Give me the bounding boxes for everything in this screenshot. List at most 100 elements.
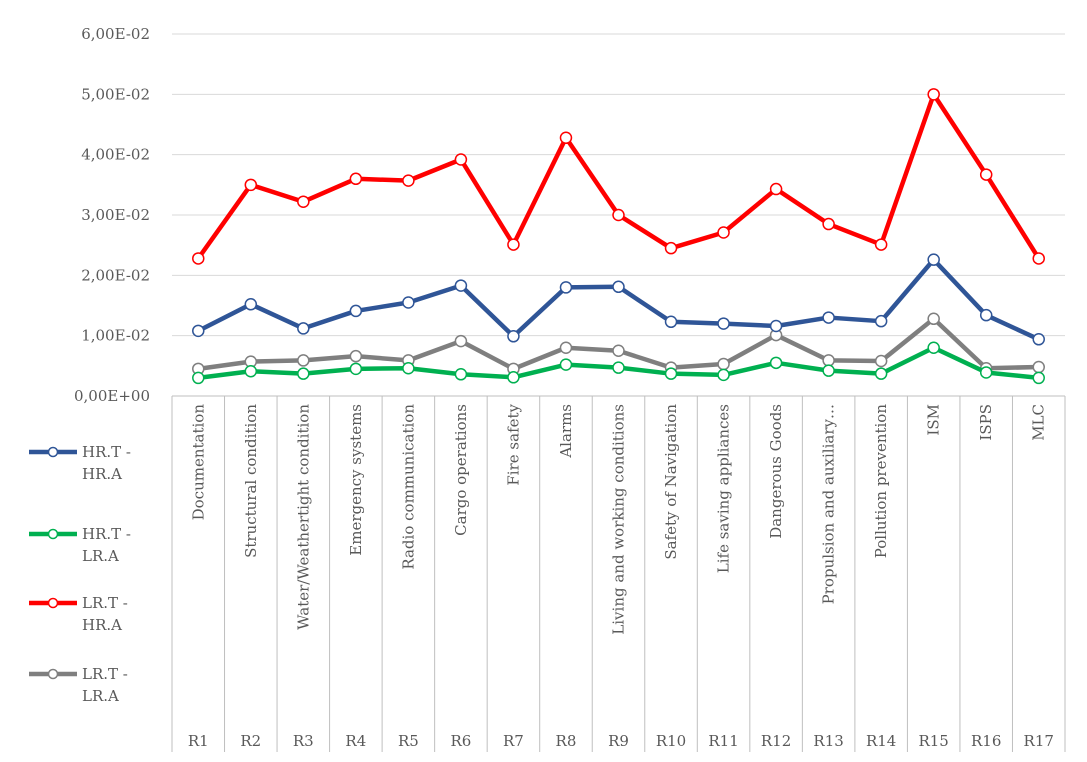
series-line <box>197 316 1039 372</box>
series-line <box>196 92 1041 260</box>
category-label: Cargo operations <box>452 404 470 536</box>
data-point <box>822 311 835 324</box>
data-point <box>507 371 520 384</box>
data-point <box>402 174 415 187</box>
category-label: Life saving appliances <box>715 404 733 573</box>
category-code: R15 <box>918 732 948 750</box>
category-code: R13 <box>813 732 843 750</box>
category-label: Water/Weathertight condition <box>294 404 312 630</box>
data-point <box>822 354 835 367</box>
data-point <box>1032 371 1045 385</box>
y-tick-label: 2,00E-02 <box>81 266 150 284</box>
data-point <box>454 153 468 166</box>
data-point <box>664 315 678 329</box>
data-point <box>297 354 310 367</box>
data-point <box>1032 333 1045 346</box>
data-point <box>612 208 625 222</box>
category-label: Documentation <box>189 404 207 521</box>
data-point <box>1032 360 1045 374</box>
category-label: ISM <box>925 404 943 436</box>
category-label: Propulsion and auxiliary… <box>820 404 838 604</box>
category-code: R17 <box>1024 732 1054 750</box>
category-table: Documentation R1 Structural condition R2 Wat… <box>171 395 1066 752</box>
data-point <box>927 312 940 326</box>
legend-marker <box>47 597 59 609</box>
data-point <box>664 367 678 380</box>
legend-label: HR.T -HR.A <box>82 443 131 483</box>
category-code: R12 <box>761 732 791 750</box>
category-label: MLC <box>1030 404 1048 441</box>
data-point <box>559 341 573 354</box>
y-tick-label: 3,00E-02 <box>81 206 150 224</box>
series-lines <box>192 88 1045 385</box>
y-tick-label: 6,00E-02 <box>81 25 150 43</box>
y-axis: 0,00E+00 1,00E-02 2,00E-02 3,00E-02 4,00E-02… <box>74 25 150 405</box>
data-point <box>454 279 468 292</box>
category-code: R4 <box>345 732 366 750</box>
data-point <box>612 280 625 294</box>
data-point <box>244 298 258 311</box>
data-point <box>769 319 783 333</box>
category-code: R16 <box>971 732 1001 750</box>
data-point <box>349 172 363 186</box>
data-point <box>979 168 993 181</box>
data-point <box>874 367 888 380</box>
data-point <box>612 344 625 357</box>
legend-marker <box>47 668 59 680</box>
data-point <box>507 330 520 343</box>
category-code: R5 <box>398 732 419 750</box>
category-code: R3 <box>293 732 314 750</box>
data-point <box>717 357 730 371</box>
data-point <box>664 241 678 255</box>
legend-marker <box>47 528 59 540</box>
category-label: Safety of Navigation <box>662 404 680 560</box>
category-label: Pollution prevention <box>872 404 890 559</box>
y-tick-label: 4,00E-02 <box>81 146 150 164</box>
legend-label: LR.T -HR.A <box>82 594 128 634</box>
data-point <box>717 226 730 239</box>
category-label: Emergency systems <box>347 404 365 556</box>
category-label: Structural condition <box>242 404 260 558</box>
data-point <box>244 365 258 378</box>
category-code: R9 <box>608 732 629 750</box>
data-point <box>349 349 363 363</box>
category-label: Living and working conditions <box>610 404 628 635</box>
data-point <box>927 253 940 266</box>
data-point <box>927 341 940 354</box>
data-point <box>454 334 468 348</box>
category-code: R1 <box>188 732 209 750</box>
category-label: Radio communication <box>399 404 417 570</box>
data-point <box>297 367 310 380</box>
data-point <box>1032 252 1045 265</box>
data-point <box>769 356 783 370</box>
data-point <box>769 182 783 196</box>
data-point <box>402 361 415 375</box>
data-point <box>822 364 835 377</box>
y-tick-label: 5,00E-02 <box>81 85 150 103</box>
data-point <box>979 366 993 379</box>
category-code: R10 <box>656 732 686 750</box>
data-point <box>402 296 415 309</box>
data-point <box>297 322 310 335</box>
data-point <box>927 88 940 101</box>
category-label: Alarms <box>557 404 575 459</box>
data-point <box>454 368 468 381</box>
y-tick-label: 1,00E-02 <box>81 327 150 345</box>
category-label: Fire safety <box>504 403 522 485</box>
data-point <box>979 308 993 322</box>
category-label: Dangerous Goods <box>767 404 785 539</box>
data-point <box>349 362 363 376</box>
data-point <box>192 371 205 385</box>
category-code: R14 <box>866 732 896 750</box>
legend-label: HR.T -LR.A <box>82 525 131 565</box>
category-code: R8 <box>556 732 577 750</box>
data-point <box>559 281 573 294</box>
data-point <box>717 317 730 330</box>
data-point <box>507 238 520 251</box>
data-point <box>192 324 205 338</box>
legend: HR.T -HR.A HR.T -LR.A LR.T -HR.A LR.T -LR.A <box>29 443 131 705</box>
data-point <box>822 217 835 231</box>
data-point <box>349 304 363 318</box>
category-code: R6 <box>450 732 471 750</box>
data-point <box>874 314 888 328</box>
